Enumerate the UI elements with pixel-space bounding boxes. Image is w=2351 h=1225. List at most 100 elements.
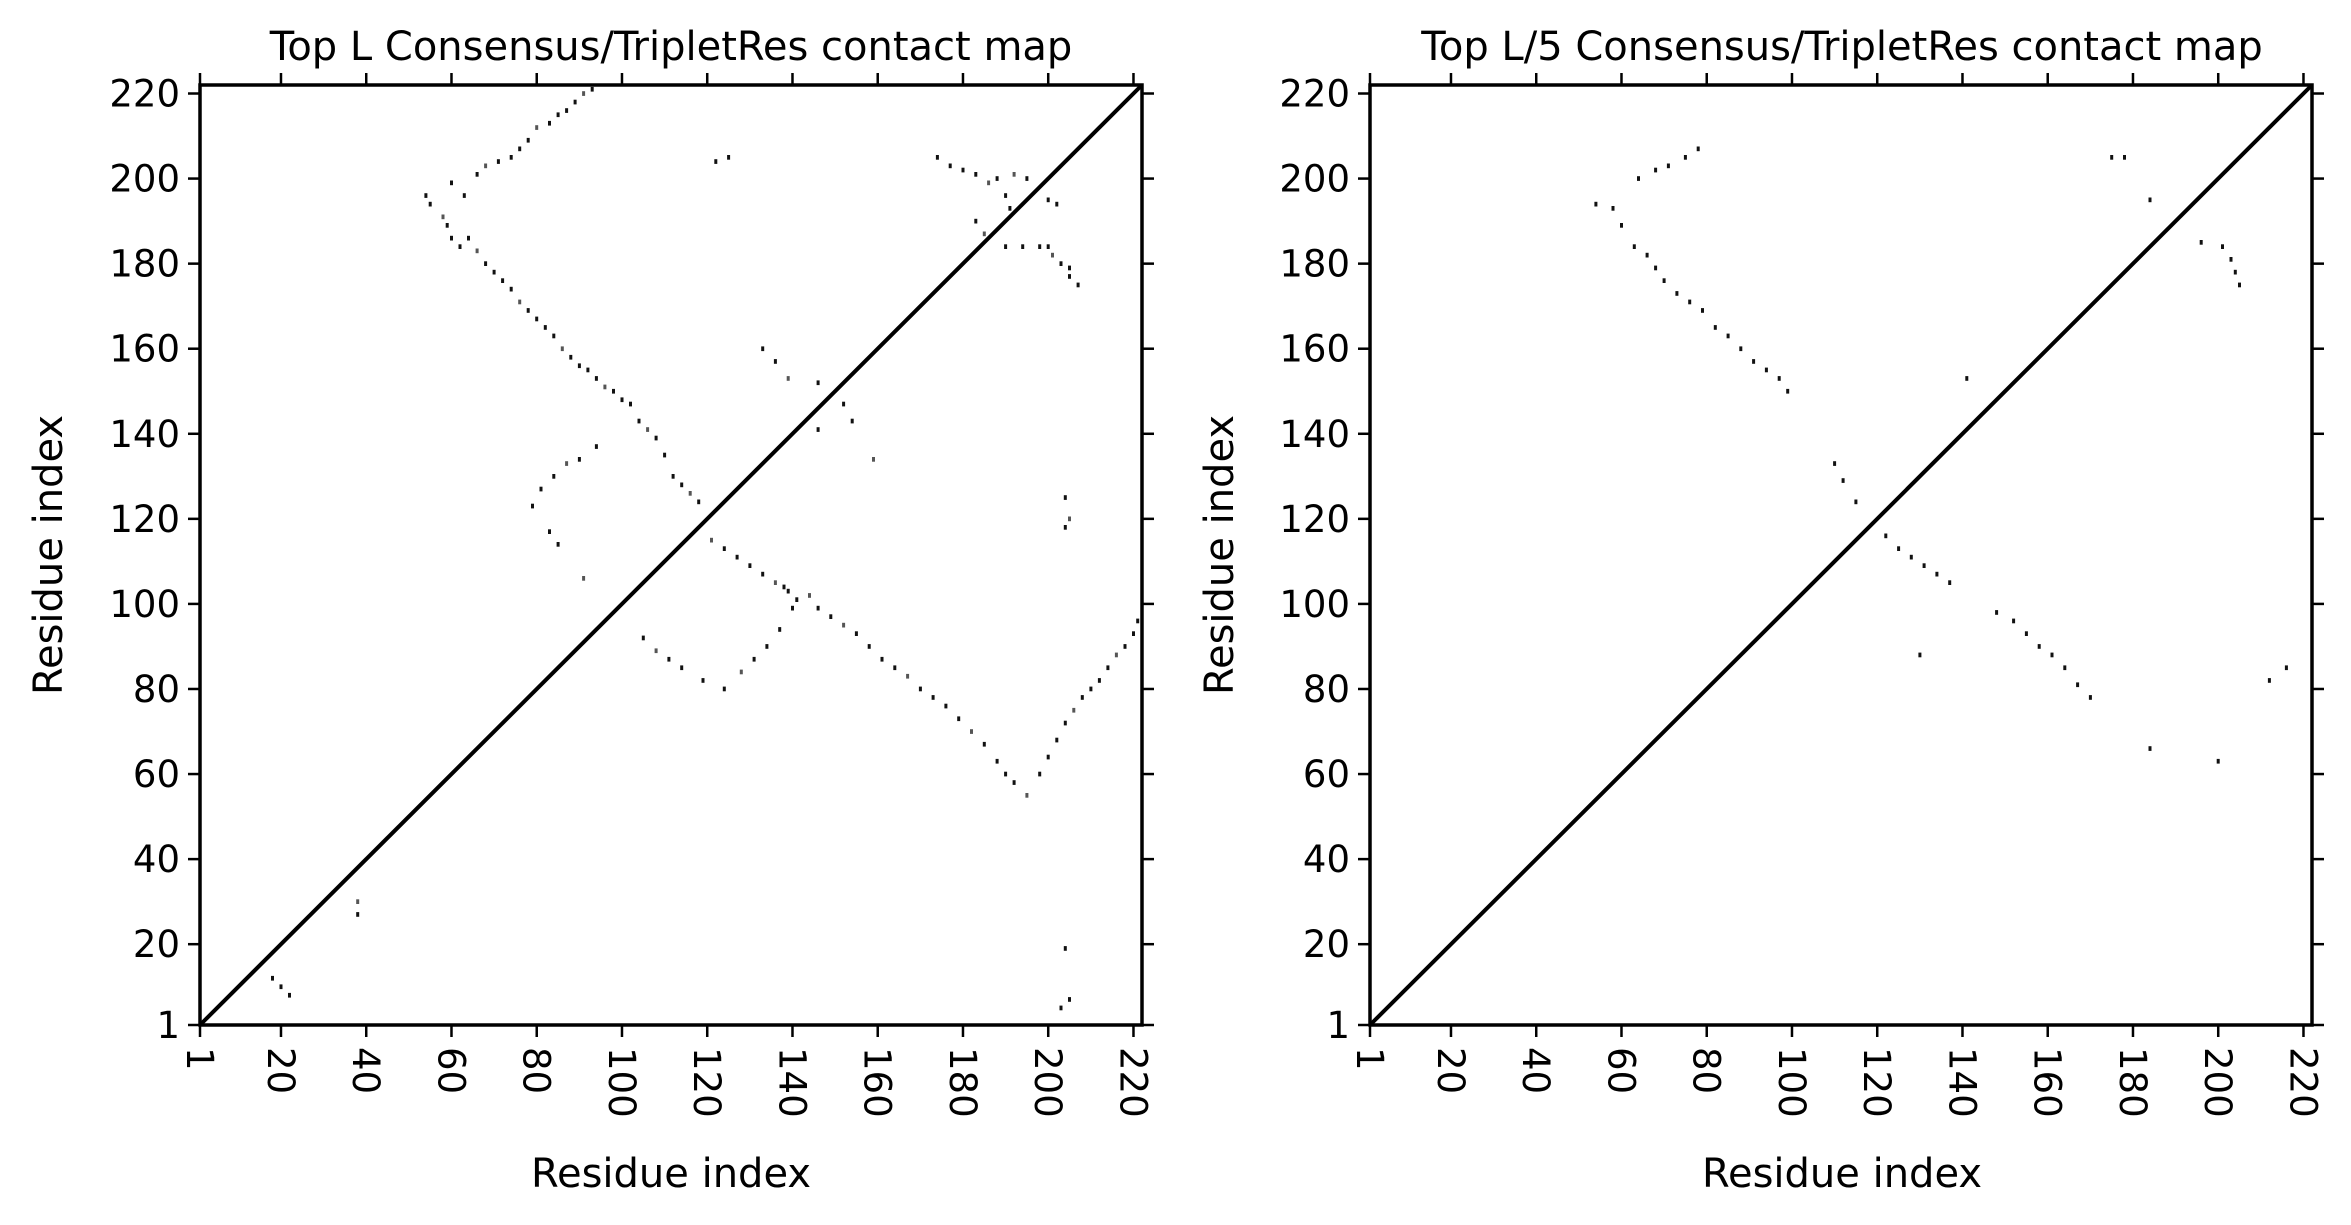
left-contact-cell <box>654 648 658 654</box>
left-contact-cell <box>1021 244 1025 249</box>
left-contact-cell <box>739 669 743 675</box>
right-contact-cell <box>1995 610 1999 615</box>
left-contact-cell <box>539 486 543 492</box>
left-contact-cell <box>1004 771 1008 777</box>
right-contact-cell <box>1764 367 1768 373</box>
left-contact-cell <box>586 367 590 373</box>
left-contact-cell <box>445 223 449 228</box>
left-contact-cell <box>565 461 569 466</box>
right-contact-cell <box>1713 325 1717 330</box>
left-contact-cell <box>552 474 556 479</box>
left-contact-cell <box>727 155 731 160</box>
left-contact-cell <box>854 631 858 636</box>
right-contact-cell <box>2076 682 2080 688</box>
left-contact-cell <box>288 992 291 998</box>
left-contact-cell <box>982 231 986 237</box>
right-y-tick-label: 160 <box>1279 328 1350 371</box>
right-contact-cell <box>1666 163 1670 169</box>
left-contact-cell <box>1068 274 1071 279</box>
right-contact-cell <box>1833 461 1837 466</box>
left-y-tick-label: 100 <box>109 583 180 626</box>
left-contact-cell <box>629 401 632 407</box>
left-contact-cell <box>1076 282 1080 288</box>
left-contact-cell <box>1068 997 1071 1002</box>
left-contact-cell <box>918 686 922 692</box>
right-x-ticks: 1 20 40 60 80 100 120 140 160 180 200 220 <box>1348 73 2324 1118</box>
right-contact-map-panel: Top L/5 Consensus/TripletRes contact map… <box>1197 24 2324 1197</box>
left-contact-cell <box>1097 678 1101 683</box>
right-x-axis-label: Residue index <box>1702 1151 1982 1197</box>
left-contact-cell <box>663 452 667 458</box>
left-contact-cell <box>1051 252 1054 258</box>
right-contact-cell <box>1897 546 1901 551</box>
left-chart-title: Top L Consensus/TripletRes contact map <box>269 24 1073 70</box>
right-contact-cell <box>1688 299 1692 305</box>
left-contact-cell <box>1004 244 1008 249</box>
left-y-tick-label: 160 <box>109 328 180 371</box>
left-contact-cell <box>509 286 513 292</box>
left-contact-cell <box>1055 201 1059 207</box>
left-plot-frame <box>198 83 1144 1027</box>
right-contact-cell <box>1884 533 1888 539</box>
left-contact-cell <box>791 605 794 611</box>
left-contact-cell <box>1068 265 1071 271</box>
right-contact-cell <box>2199 240 2203 245</box>
left-contact-cell <box>492 269 496 275</box>
right-contact-cell <box>1918 652 1922 658</box>
right-contact-cell <box>2238 282 2241 288</box>
right-x-tick-label: 200 <box>2196 1047 2239 1118</box>
left-contact-cell <box>1063 720 1067 726</box>
left-contact-cell <box>594 376 598 381</box>
left-contact-cell <box>603 384 607 390</box>
left-contact-cell <box>931 695 935 700</box>
right-x-tick-label: 140 <box>1940 1047 1983 1118</box>
right-contact-cell <box>1701 308 1704 313</box>
left-contact-cell <box>1004 193 1008 198</box>
right-x-tick-label: 1 <box>1348 1047 1391 1071</box>
left-y-tick-label: 180 <box>109 243 180 286</box>
right-contact-cell <box>1922 563 1926 568</box>
left-contact-cell <box>654 435 658 441</box>
left-contact-cell <box>582 576 586 581</box>
left-contact-cell <box>935 155 939 160</box>
right-y-tick-label: 220 <box>1279 73 1350 116</box>
right-contact-cell <box>1909 554 1913 560</box>
left-contact-cell <box>1046 244 1050 249</box>
left-contact-cell <box>1106 665 1110 671</box>
left-contact-cell <box>671 474 675 479</box>
left-contact-cell <box>688 491 692 496</box>
left-contact-cell <box>612 388 615 394</box>
right-contact-cell <box>1854 499 1858 505</box>
right-contact-cell <box>2088 695 2092 700</box>
left-contact-cell <box>450 235 453 241</box>
left-x-tick-label: 40 <box>344 1047 387 1094</box>
right-contact-cell <box>2148 746 2152 751</box>
left-contact-cell <box>560 346 564 352</box>
left-contact-cell <box>1123 644 1127 649</box>
right-contact-cell <box>1786 388 1790 394</box>
left-contact-cell <box>356 899 360 904</box>
left-contact-cell <box>995 758 999 764</box>
left-x-tick-label: 140 <box>770 1047 813 1118</box>
left-contact-cell <box>782 584 786 590</box>
left-contact-cell <box>548 529 551 534</box>
left-contact-cell <box>462 193 466 198</box>
left-contact-cell <box>1136 618 1140 624</box>
left-contact-cell <box>850 418 854 424</box>
left-contact-cell <box>509 155 513 160</box>
right-x-tick-label: 220 <box>2281 1047 2324 1118</box>
left-contact-cell <box>842 401 846 407</box>
left-contact-cell <box>1068 516 1071 522</box>
left-contact-cell <box>531 503 534 509</box>
left-contact-cell <box>1025 793 1029 798</box>
left-y-tick-label: 80 <box>133 668 180 711</box>
left-contact-cell <box>974 218 978 224</box>
left-contact-cell <box>526 308 530 313</box>
left-contact-cell <box>867 644 871 649</box>
right-contact-cell <box>1948 580 1952 585</box>
right-x-tick-label: 40 <box>1514 1047 1557 1094</box>
right-contact-cell <box>1662 278 1666 283</box>
left-contact-cell <box>773 580 777 585</box>
left-contact-cell <box>458 244 462 249</box>
left-contact-cell <box>573 99 577 105</box>
